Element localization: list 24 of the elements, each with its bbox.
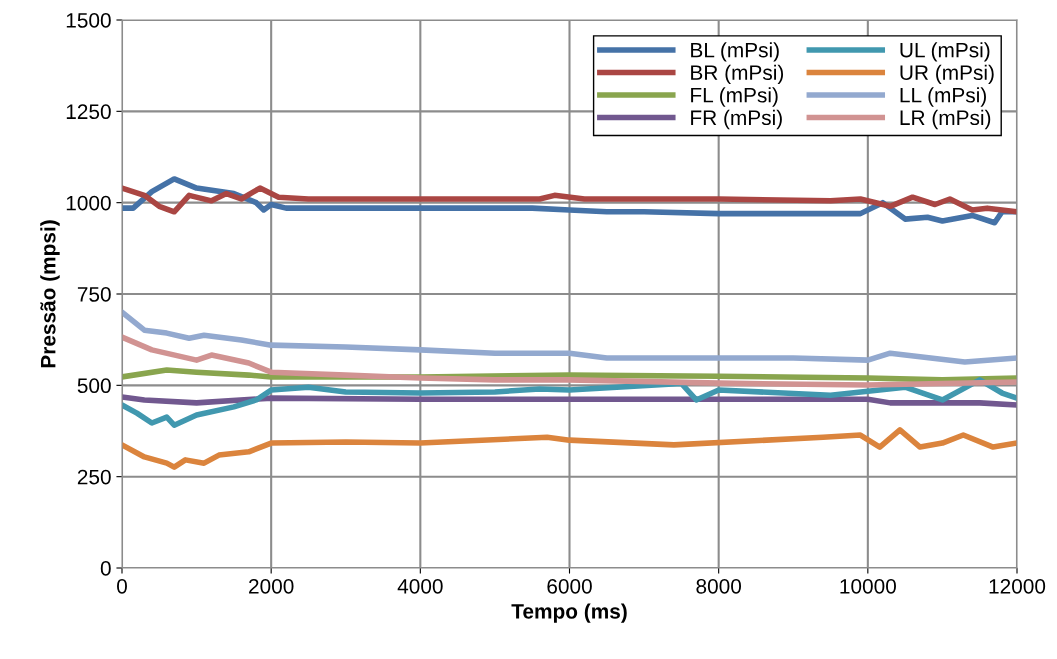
y-tick-label: 0 (100, 561, 111, 576)
legend-label: LL (mPsi) (900, 87, 986, 107)
x-tick-label: 8000 (696, 578, 742, 594)
legend-label: LR (mPsi) (900, 109, 991, 130)
legend-label: BL (mPsi) (691, 42, 779, 62)
y-tick-label: 1250 (66, 104, 111, 120)
y-tick-label: 1000 (66, 195, 111, 211)
legend-label: BR (mPsi) (691, 64, 784, 85)
x-tick-label: 0 (117, 578, 127, 594)
x-tick-label: 10000 (840, 578, 896, 594)
y-tick-label: 750 (77, 287, 111, 302)
y-tick-label: 1500 (66, 13, 111, 28)
legend-label: UL (mPsi) (900, 42, 990, 62)
legend-label: UR (mPsi) (900, 64, 994, 85)
x-tick-label: 2000 (249, 578, 294, 594)
y-axis-title: Pressão (mpsi) (40, 220, 60, 368)
legend-label: FL (mPsi) (691, 87, 778, 107)
x-tick-label: 4000 (397, 578, 443, 594)
x-axis-title: Tempo (ms) (511, 603, 627, 623)
legend-label: FR (mPsi) (691, 109, 782, 130)
x-tick-label: 6000 (547, 578, 592, 594)
y-tick-label: 250 (77, 469, 111, 485)
y-tick-label: 500 (77, 378, 111, 394)
x-tick-label: 12000 (989, 578, 1046, 594)
